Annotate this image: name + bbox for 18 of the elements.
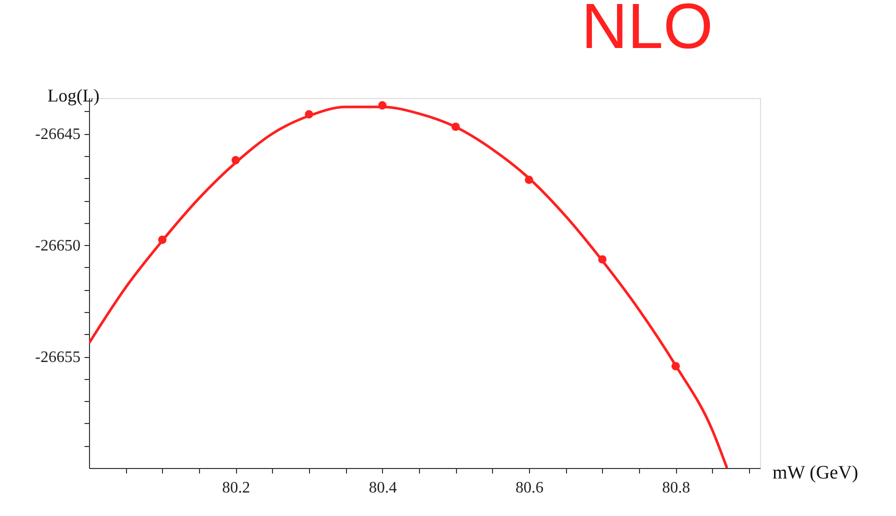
x-tick-label: 80.8 (662, 480, 690, 496)
y-tick-label: -26650 (35, 238, 80, 255)
point (451, 122, 460, 131)
point (304, 110, 314, 118)
y-axis-title: Log(L) (48, 86, 100, 106)
point (524, 176, 534, 184)
y-tick-label: -26655 (35, 349, 80, 366)
x-tick-label: 80.4 (368, 480, 397, 496)
point (158, 236, 167, 244)
y-tick-label: -26645 (35, 126, 80, 144)
chart-title: NLO (581, 0, 713, 62)
point (231, 156, 240, 164)
x-axis-title: mW (GeV) (772, 462, 858, 484)
point (671, 362, 680, 370)
point (598, 255, 607, 264)
point (378, 101, 387, 110)
x-tick-label: 80.2 (222, 480, 250, 496)
x-tick-label: 80.6 (516, 480, 544, 496)
